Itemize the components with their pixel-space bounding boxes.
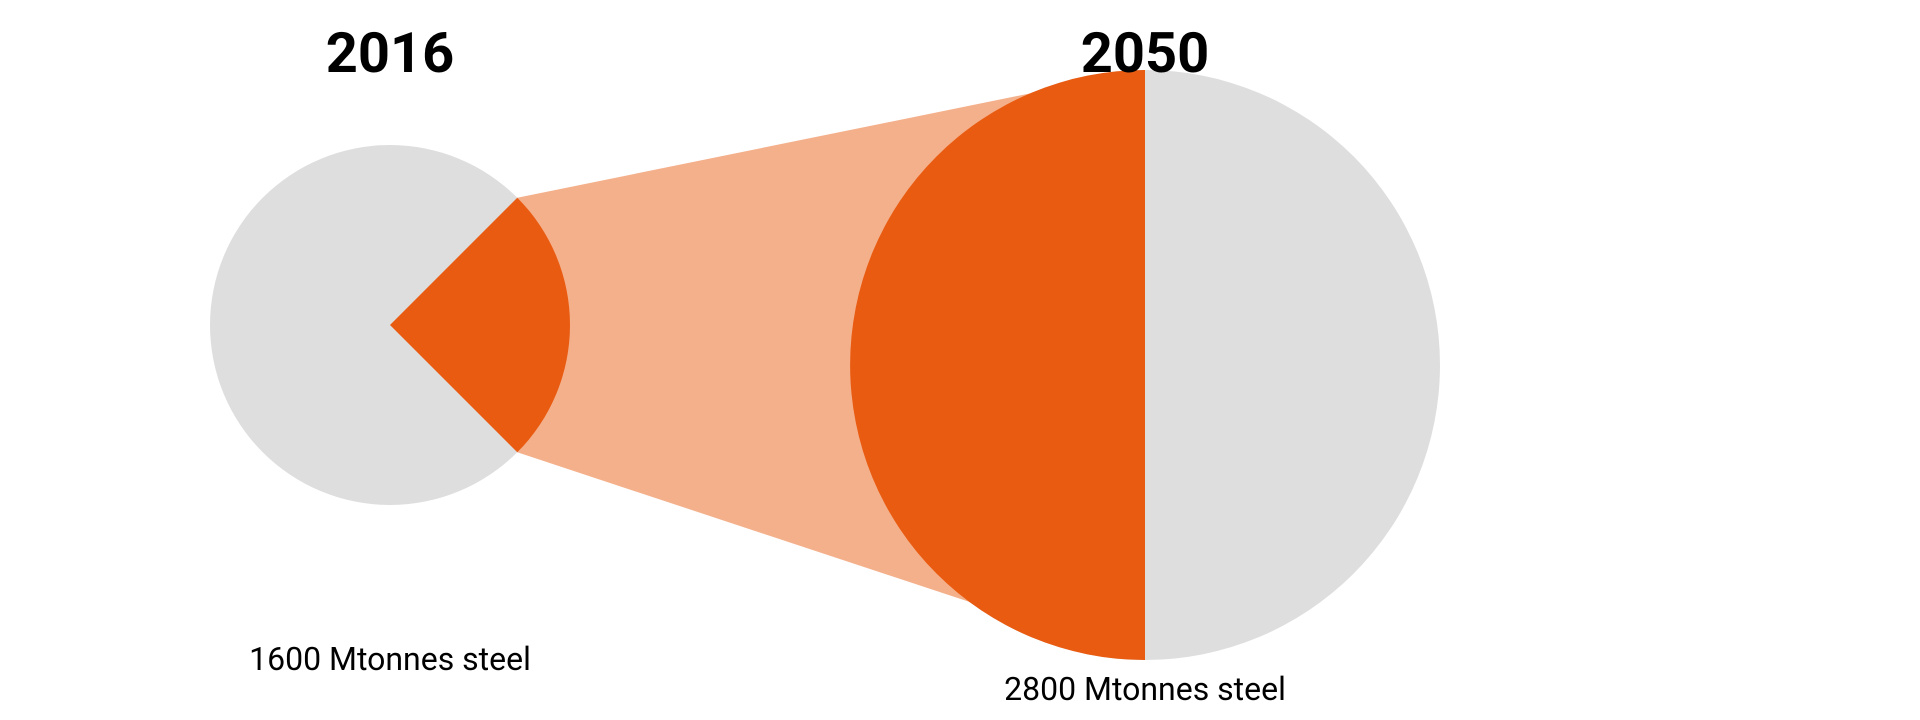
right-year-label: 2050	[1081, 20, 1210, 86]
right-caption: 2800 Mtonnes steel	[1004, 670, 1286, 708]
infographic-canvas: 2016 2050 1600 Mtonnes steel 2800 Mtonne…	[0, 0, 1920, 720]
left-year-label: 2016	[326, 20, 455, 86]
left-caption: 1600 Mtonnes steel	[249, 640, 531, 678]
growth-diagram-svg	[0, 0, 1920, 720]
